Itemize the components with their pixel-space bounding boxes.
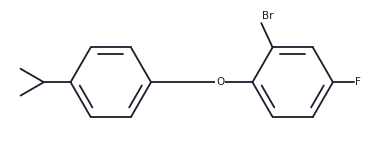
Text: O: O: [216, 77, 224, 87]
Text: F: F: [355, 77, 361, 87]
Text: Br: Br: [262, 11, 274, 21]
